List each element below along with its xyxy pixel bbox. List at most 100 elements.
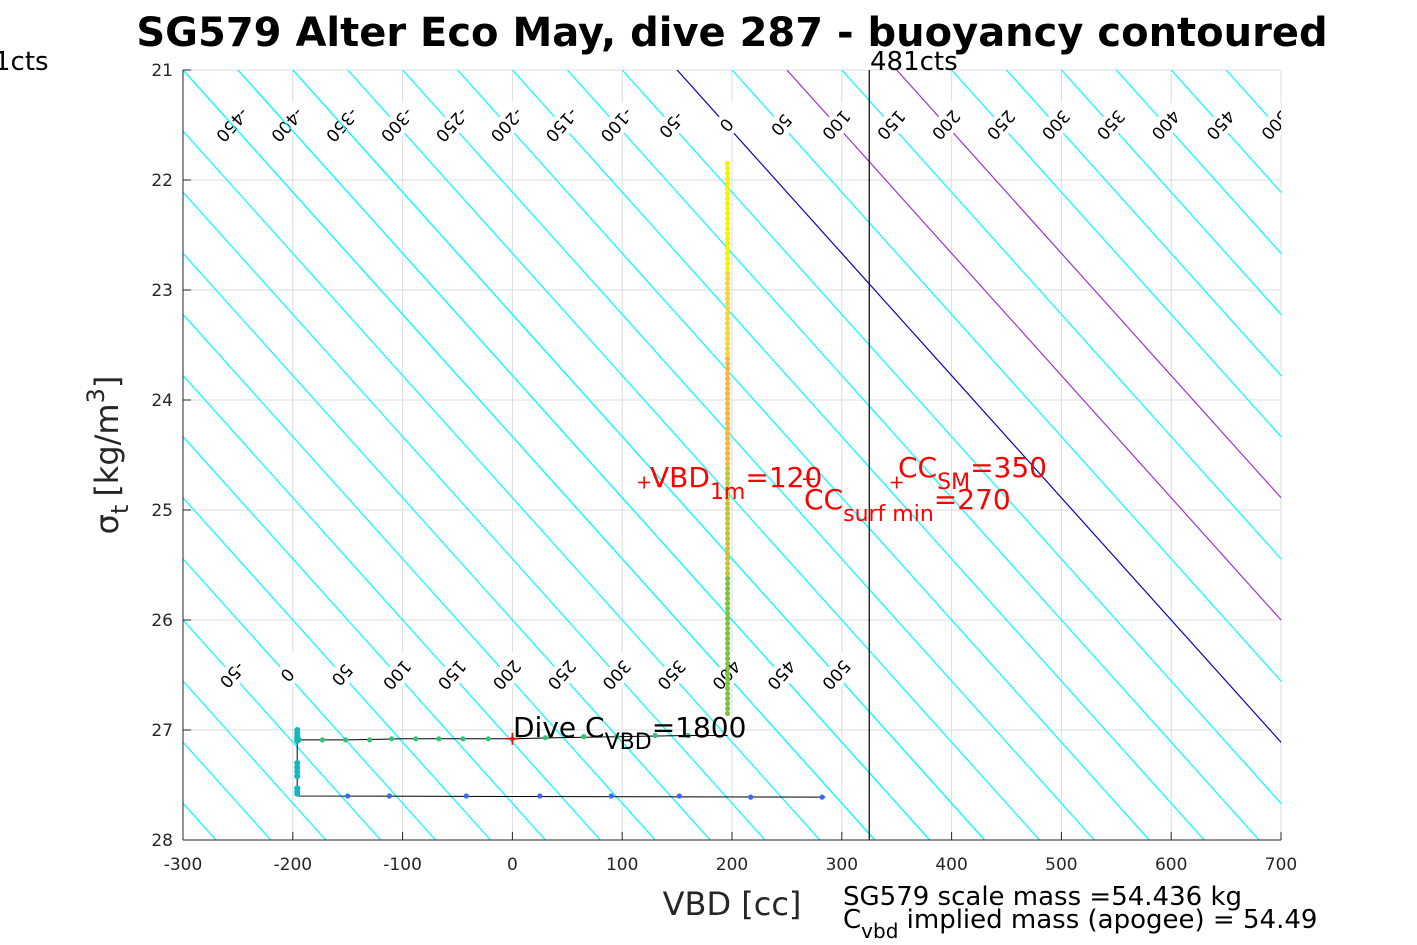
vertical-point (294, 738, 301, 744)
plus-marker (506, 732, 519, 745)
contour-line-upper (676, 70, 1281, 744)
contour-label-bg (484, 101, 530, 149)
contour-line-lower (183, 252, 711, 840)
descent-point (725, 695, 731, 702)
y-tick-label: 26 (151, 611, 173, 631)
descent-point (725, 460, 731, 467)
plus-marker (890, 476, 903, 489)
descent-point (725, 200, 731, 207)
contour-label-bg (648, 101, 695, 149)
footer-implied-mass: Cvbd implied mass (apogee) = 54.49 (843, 905, 1317, 943)
vertical-line-label: 481cts (870, 47, 958, 77)
chart-title: SG579 Alter Eco May, dive 287 - buoyancy… (136, 10, 1327, 56)
lower-point (676, 793, 682, 799)
descent-point (725, 305, 731, 312)
y-axis-label: σt [kg/m3] (82, 376, 134, 535)
descent-point (725, 520, 731, 527)
descent-point (725, 525, 731, 532)
bottom-point (319, 737, 326, 743)
descent-point (725, 600, 731, 607)
contour-label-bg (593, 101, 640, 149)
bottom-point (436, 736, 442, 742)
descent-point (725, 465, 731, 472)
x-tick-label: 100 (606, 855, 638, 875)
descent-point (725, 340, 731, 347)
descent-point (725, 380, 731, 387)
contour-line-upper (511, 70, 1205, 840)
contour-label-bg (758, 651, 805, 699)
descent-point (725, 650, 731, 657)
annotation-cc-surf-min: CCsurf min=270 (804, 483, 1011, 527)
y-tick-label: 28 (151, 831, 173, 851)
contour-label-bg (484, 651, 530, 699)
contour-line-upper (1170, 70, 1281, 194)
bottom-point (542, 735, 548, 741)
contour-line-lower (183, 374, 601, 840)
descent-point (725, 400, 731, 407)
contour-line-upper (1006, 70, 1281, 377)
contour-line-lower (292, 70, 985, 840)
contour-line-lower (183, 191, 766, 840)
left-cut-label: 1cts (0, 47, 49, 77)
descent-point (725, 365, 731, 372)
contour-label-bg (813, 101, 860, 149)
descent-point (725, 160, 731, 167)
descent-point (725, 535, 731, 542)
descent-point (725, 330, 731, 337)
descent-point (725, 615, 731, 622)
bottom-point (685, 732, 691, 739)
descent-point (725, 310, 731, 317)
contour-label-bg (374, 101, 420, 149)
descent-point (725, 565, 731, 572)
descent-point (725, 295, 731, 302)
y-axis-label-symbol: σ (88, 514, 126, 534)
annotation-dive-c-vbd: Dive CVBD=1800 (513, 711, 746, 755)
x-tick-label: 400 (935, 855, 967, 875)
descent-point (725, 180, 731, 187)
y-tick-label: 27 (151, 721, 173, 741)
descent-point (725, 505, 731, 512)
descent-point (725, 550, 731, 557)
descent-point (725, 430, 731, 437)
contour-line-lower (183, 741, 272, 840)
descent-point (725, 390, 731, 397)
descent-point (725, 350, 731, 357)
x-tick-label: 200 (716, 855, 748, 875)
lower-point (386, 793, 393, 799)
descent-point (725, 655, 731, 662)
contour-line-upper (841, 70, 1281, 560)
contour-label-bg (1033, 101, 1079, 149)
y-tick-label: 24 (151, 391, 173, 411)
descent-point (725, 335, 731, 342)
descent-point (725, 670, 731, 677)
descent-point (725, 165, 731, 172)
lower-point (345, 793, 351, 799)
descent-point (725, 225, 731, 232)
y-axis-label-sup: 3 (82, 388, 110, 403)
y-tick-label: 21 (151, 61, 173, 81)
y-axis-label-close: ] (88, 376, 126, 388)
lower-point (748, 794, 754, 800)
x-tick-label: 0 (507, 855, 518, 875)
bottom-point (342, 737, 349, 743)
contour-label-bg (703, 101, 750, 149)
descent-point (725, 515, 731, 522)
contour-label-bg (264, 651, 311, 699)
contour-line-upper (896, 70, 1281, 499)
contour-line-upper (731, 70, 1281, 683)
vertical-point (294, 790, 301, 797)
contour-label-bg (429, 651, 475, 699)
contour-label-bg (209, 651, 256, 699)
descent-point (725, 555, 731, 562)
descent-point (725, 665, 731, 672)
contour-line-upper (1115, 70, 1281, 255)
descent-point (725, 345, 731, 352)
descent-point (725, 270, 731, 277)
descent-point (725, 170, 731, 177)
descent-point (725, 445, 731, 452)
descent-point (725, 395, 731, 402)
x-axis-label: VBD [cc] (663, 885, 802, 923)
contour-label-bg (1087, 101, 1134, 149)
contour-line-lower (183, 435, 546, 840)
